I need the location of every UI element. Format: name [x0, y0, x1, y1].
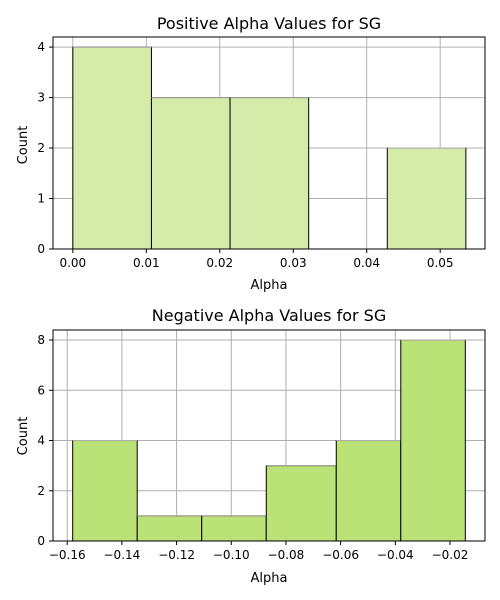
x-tick-label: −0.14	[104, 548, 141, 562]
chart-title: Positive Alpha Values for SG	[157, 14, 381, 33]
y-tick-label: 4	[37, 40, 45, 54]
x-tick-label: −0.12	[158, 548, 195, 562]
y-axis-label: Count	[16, 417, 31, 456]
x-tick-label: −0.10	[213, 548, 250, 562]
histogram-bar	[265, 465, 337, 542]
x-tick-label: 0.03	[280, 256, 307, 270]
y-tick-label: 0	[37, 534, 45, 548]
x-tick-label: −0.02	[432, 548, 469, 562]
y-tick-label: 2	[37, 484, 45, 498]
x-tick-label: 0.00	[59, 256, 86, 270]
x-tick-label: 0.05	[427, 256, 454, 270]
plot-area: −0.16 −0.14 −0.12 −0.10 −0.08 −0.06 −0.04 −0.02…	[37, 329, 486, 562]
positive-alpha-chart: 0.00 0.01 0.02 0.03 0.04 0.05 0 1 2 3 4 Positive Al…	[16, 14, 486, 293]
histogram-bar	[400, 339, 466, 542]
x-axis-ticks: −0.16 −0.14 −0.12 −0.10 −0.08 −0.06 −0.04 −0.02	[49, 541, 469, 562]
bars	[72, 339, 466, 542]
histogram-bar	[136, 515, 203, 542]
x-axis-label: Alpha	[251, 571, 288, 586]
y-tick-label: 3	[37, 91, 45, 105]
x-tick-label: 0.04	[353, 256, 380, 270]
x-tick-label: −0.06	[322, 548, 359, 562]
x-tick-label: −0.08	[268, 548, 305, 562]
y-tick-label: 2	[37, 141, 45, 155]
y-tick-label: 1	[37, 192, 45, 206]
y-axis-label: Count	[16, 126, 31, 165]
x-axis-label: Alpha	[251, 278, 288, 293]
x-tick-label: 0.02	[206, 256, 233, 270]
axes-frame	[52, 329, 486, 542]
histogram-bar	[335, 440, 402, 542]
histogram-bar	[229, 97, 310, 250]
y-axis-ticks: 0 2 4 6 8	[37, 333, 53, 548]
bars	[72, 46, 467, 250]
histogram-bar	[72, 440, 138, 542]
axes-frame	[52, 36, 486, 250]
histogram-bar	[201, 515, 267, 542]
histogram-bar	[72, 46, 152, 250]
histogram-bar	[150, 97, 231, 250]
y-tick-label: 0	[37, 242, 45, 256]
y-axis-ticks: 0 1 2 3 4	[37, 40, 53, 256]
histogram-bar	[386, 147, 467, 250]
plot-area: 0.00 0.01 0.02 0.03 0.04 0.05 0 1 2 3 4	[37, 36, 486, 270]
y-tick-label: 8	[37, 333, 45, 347]
negative-alpha-chart: −0.16 −0.14 −0.12 −0.10 −0.08 −0.06 −0.04 −0.02…	[16, 306, 486, 586]
y-tick-label: 6	[37, 383, 45, 397]
y-tick-label: 4	[37, 434, 45, 448]
x-tick-label: 0.01	[133, 256, 160, 270]
chart-title: Negative Alpha Values for SG	[152, 306, 386, 325]
x-tick-label: −0.04	[377, 548, 414, 562]
x-tick-label: −0.16	[49, 548, 86, 562]
x-axis-ticks: 0.00 0.01 0.02 0.03 0.04 0.05	[59, 249, 454, 270]
